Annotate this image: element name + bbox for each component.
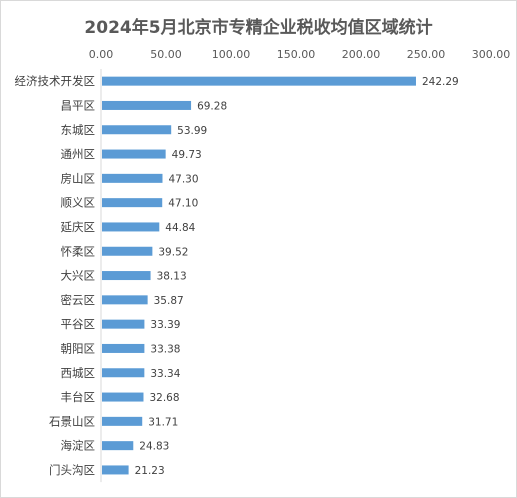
bar	[102, 295, 148, 305]
x-tick-label: 100.00	[212, 48, 251, 61]
data-label: 39.52	[158, 246, 188, 258]
category-label: 密云区	[61, 293, 96, 307]
data-label: 33.39	[150, 319, 180, 331]
bars	[102, 76, 416, 475]
chart-title: 2024年5月北京市专精企业税收均值区域统计	[84, 18, 433, 38]
category-label: 海淀区	[61, 439, 96, 453]
data-label: 242.29	[422, 76, 459, 88]
data-label: 47.10	[168, 198, 198, 210]
category-label: 丰台区	[61, 390, 96, 404]
x-tick-label: 250.00	[407, 48, 446, 61]
x-tick-label: 50.00	[150, 48, 182, 61]
category-label: 昌平区	[61, 98, 96, 112]
category-label: 西城区	[61, 366, 96, 380]
bar	[102, 222, 160, 232]
bar	[102, 246, 153, 256]
category-label: 门头沟区	[49, 463, 95, 477]
data-label: 38.13	[157, 271, 187, 283]
bar	[102, 392, 144, 402]
category-label: 房山区	[61, 171, 96, 185]
x-tick-label: 200.00	[342, 48, 381, 61]
data-label: 49.73	[172, 149, 202, 161]
x-tick-label: 0.00	[89, 48, 114, 61]
x-tick-label: 150.00	[277, 48, 316, 61]
bar	[102, 343, 145, 353]
category-label: 石景山区	[49, 414, 95, 428]
data-label: 35.87	[154, 295, 184, 307]
bar	[102, 319, 145, 329]
data-labels: 242.29 69.28 53.99 49.73 47.30 47.10 44.84 39.5…	[135, 76, 459, 477]
category-label: 顺义区	[61, 196, 96, 210]
data-label: 31.71	[148, 416, 178, 428]
category-label: 通州区	[61, 147, 96, 161]
x-tick-label: 300.00	[472, 48, 511, 61]
data-label: 21.23	[135, 465, 165, 477]
bar	[102, 125, 172, 135]
data-label: 44.84	[165, 222, 195, 234]
data-label: 33.34	[150, 368, 180, 380]
data-label: 24.83	[139, 441, 169, 453]
category-label: 经济技术开发区	[15, 74, 96, 88]
bar	[102, 149, 166, 159]
data-label: 47.30	[168, 173, 198, 185]
category-labels: 经济技术开发区昌平区东城区通州区房山区顺义区延庆区怀柔区大兴区密云区平谷区朝阳区…	[15, 74, 96, 477]
category-label: 平谷区	[61, 317, 96, 331]
bar	[102, 441, 134, 451]
bar	[102, 198, 163, 208]
x-axis-ticks: 0.00 50.00 100.00 150.00 200.00 250.00 300.00	[89, 48, 511, 61]
data-label: 33.38	[150, 343, 180, 355]
bar	[102, 416, 143, 426]
bar	[102, 368, 145, 378]
bar	[102, 465, 129, 475]
data-label: 53.99	[177, 125, 207, 137]
bar	[102, 173, 163, 183]
category-label: 东城区	[61, 123, 96, 137]
category-label: 朝阳区	[61, 341, 96, 355]
data-label: 32.68	[149, 392, 179, 404]
category-label: 延庆区	[61, 220, 96, 234]
category-label: 大兴区	[61, 269, 96, 283]
data-label: 69.28	[197, 100, 227, 112]
bar	[102, 271, 151, 281]
bar	[102, 100, 192, 110]
category-label: 怀柔区	[61, 244, 96, 258]
bar	[102, 76, 416, 86]
